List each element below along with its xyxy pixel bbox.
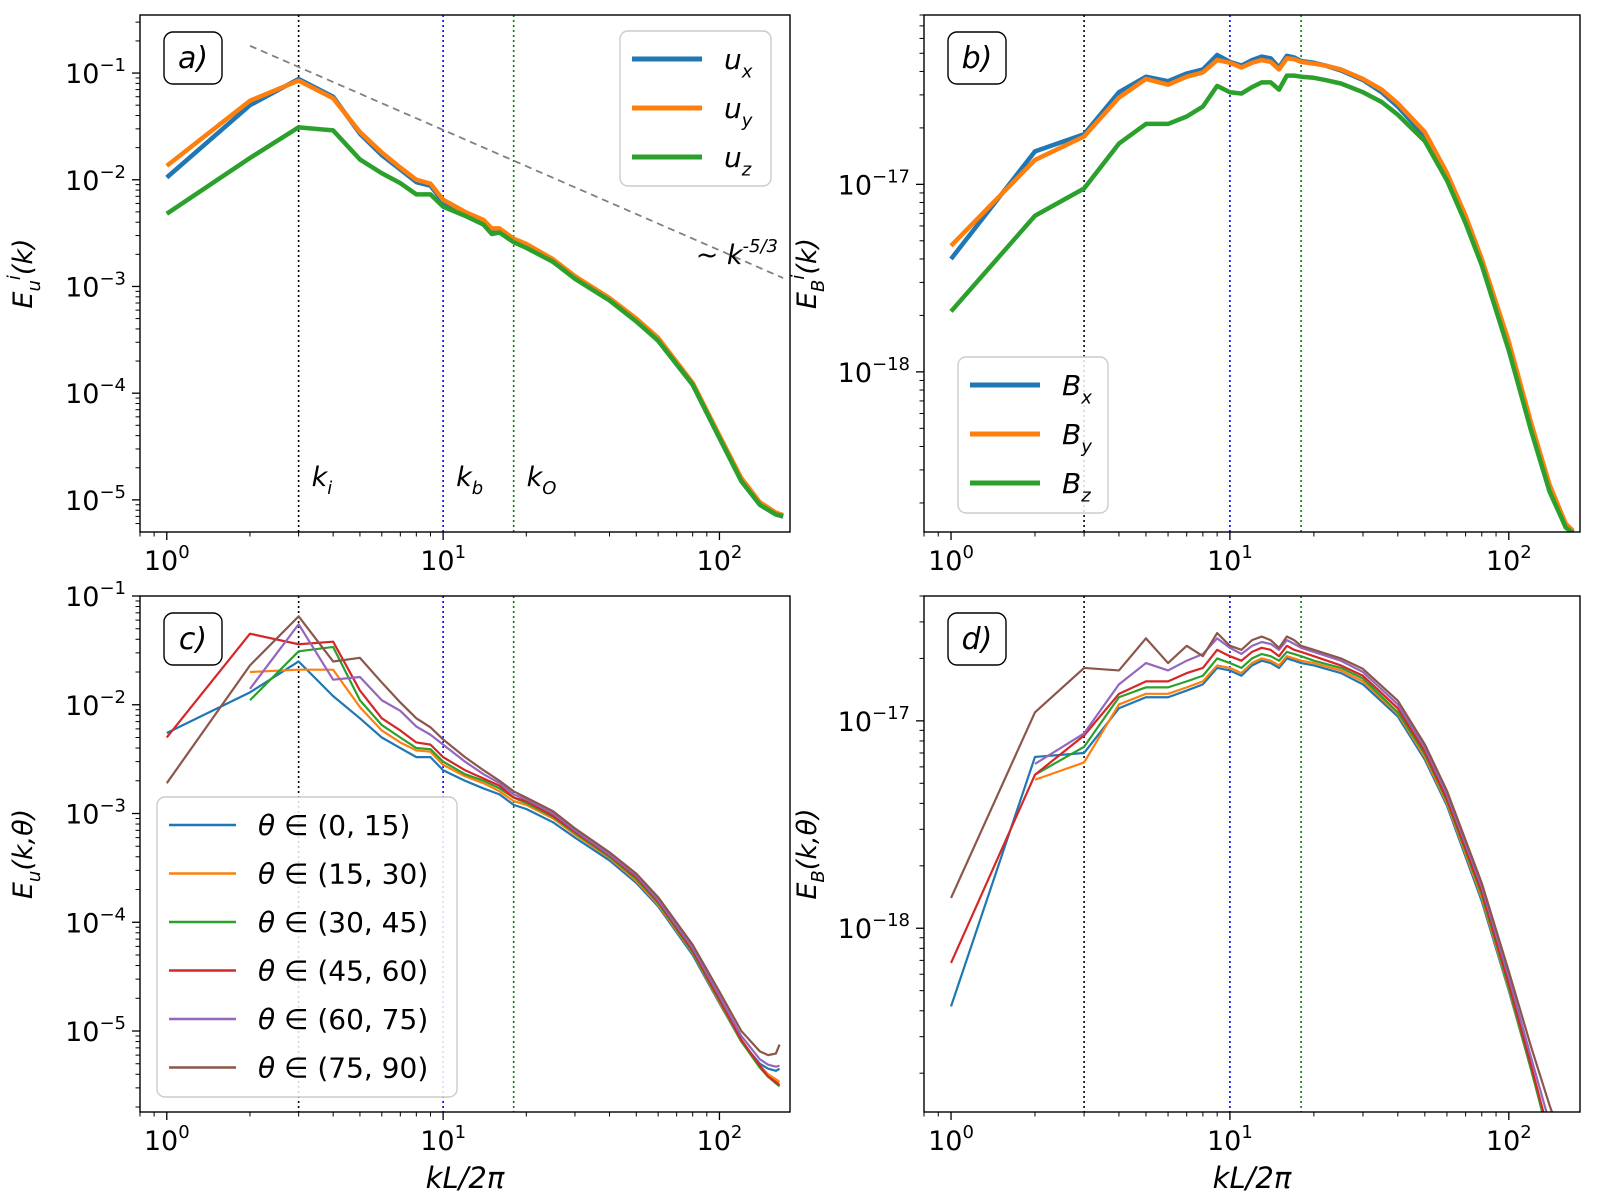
legend-entry: ux​ [724,43,753,82]
x-tick-label: 102 [1486,1122,1532,1157]
panel-label: d) [962,622,993,657]
y-tick-label: 10−17 [838,703,910,738]
y-tick-label: 10−18 [838,354,910,389]
y-tick-label: 10−3 [65,796,126,831]
powerlaw-label: ~ k-5/3​ [696,236,778,271]
series-line--75-90- [950,631,1554,1112]
legend-entry: Bx​ [1062,369,1092,408]
y-axis-label: Eu​i​(k) [4,238,45,308]
series-line-B-y [949,56,1575,532]
y-tick-label: 10−1 [65,578,126,613]
x-axis-label: kL/2π [1213,1161,1292,1195]
axes-frame [139,14,791,533]
powerlaw-reference-line [249,44,784,279]
series-line-B-z [949,73,1575,532]
x-tick-label: 102 [1486,542,1532,577]
panel-label-box [163,612,223,666]
legend-entry: uy​ [724,92,753,131]
y-tick-label: 10−1 [65,55,126,90]
series-line-u-z [165,125,784,519]
y-tick-label: 10−5 [65,482,126,517]
x-axis-label: kL/2π [426,1161,505,1195]
legend-entry: θ ∈ (15, 30) [258,858,428,891]
panel-a: 100 101 102 10−5 10−4 10−3 10−2 10−1 ~ k-5/3​ a) E… [4,14,791,577]
legend-entry: θ ∈ (60, 75) [258,1003,428,1036]
panel-label-box [947,612,1007,666]
legend-entry: θ ∈ (45, 60) [258,955,428,988]
x-tick-label: 100 [928,542,974,577]
legend-entry: θ ∈ (75, 90) [258,1052,428,1085]
y-axis-label: Eu​(k,θ) [8,809,45,899]
axes-frame [139,595,791,1113]
series-line--45-60- [950,644,1545,1112]
panel-label: b) [962,41,993,76]
y-tick-label: 10−4 [65,375,126,410]
panel-label-box [163,31,223,85]
x-tick-label: 101 [420,1122,466,1157]
y-axis-label: EB​i​(k) [788,238,829,309]
series-line--45-60- [165,632,781,1086]
panel-c: 100 101 102 10−5 10−4 10−3 10−2 10−1 c) Eu​(k,θ) k… [8,578,791,1195]
k-annotation: kb​ [456,462,483,499]
k-annotation: ki​ [312,462,333,499]
legend-entry: uz​ [724,141,752,180]
x-tick-label: 100 [144,1122,190,1157]
axes-frame [923,14,1581,533]
x-tick-label: 102 [697,542,743,577]
x-tick-label: 101 [1207,1122,1253,1157]
legend: θ ∈ (0, 15) θ ∈ (15, 30) θ ∈ (30, 45) θ ∈ (… [156,796,458,1098]
panel-label: a) [178,41,208,76]
x-tick-label: 100 [144,542,190,577]
x-tick-label: 101 [420,542,466,577]
y-tick-label: 10−5 [65,1013,126,1048]
series-line--0-15- [949,657,1545,1112]
x-tick-label: 100 [928,1122,974,1157]
k-annotation: kO​ [527,462,557,499]
y-tick-label: 10−17 [838,166,910,201]
legend-entry: Bz​ [1062,467,1091,506]
series-line--60-75- [249,623,780,1068]
legend-entry: θ ∈ (30, 45) [258,906,428,939]
y-tick-label: 10−2 [65,162,126,197]
y-axis-label: EB​(k,θ) [792,808,829,899]
panel-b: 100 101 102 10−18 10−17 b) EB​i​(k) Bx​ By​ Bz​ [788,14,1581,577]
x-tick-label: 101 [1207,542,1253,577]
x-tick-label: 102 [697,1122,743,1157]
y-tick-label: 10−3 [65,268,126,303]
legend-box [156,796,458,1098]
axes-frame [923,595,1581,1113]
y-tick-label: 10−4 [65,904,126,939]
panel-label: c) [179,622,207,657]
legend: Bx​ By​ Bz​ [957,356,1109,514]
panel-d: 100 101 102 10−18 10−17 d) EB​(k,θ) kL/2π [792,595,1581,1195]
y-tick-label: 10−18 [838,910,910,945]
legend-entry: θ ∈ (0, 15) [258,809,410,842]
series-line--75-90- [165,615,781,1057]
legend-entry: By​ [1062,418,1092,457]
legend: ux​ uy​ uz​ [619,30,772,187]
y-tick-label: 10−2 [65,687,126,722]
panel-label-box [947,31,1007,85]
series-line--60-75- [1034,637,1548,1112]
